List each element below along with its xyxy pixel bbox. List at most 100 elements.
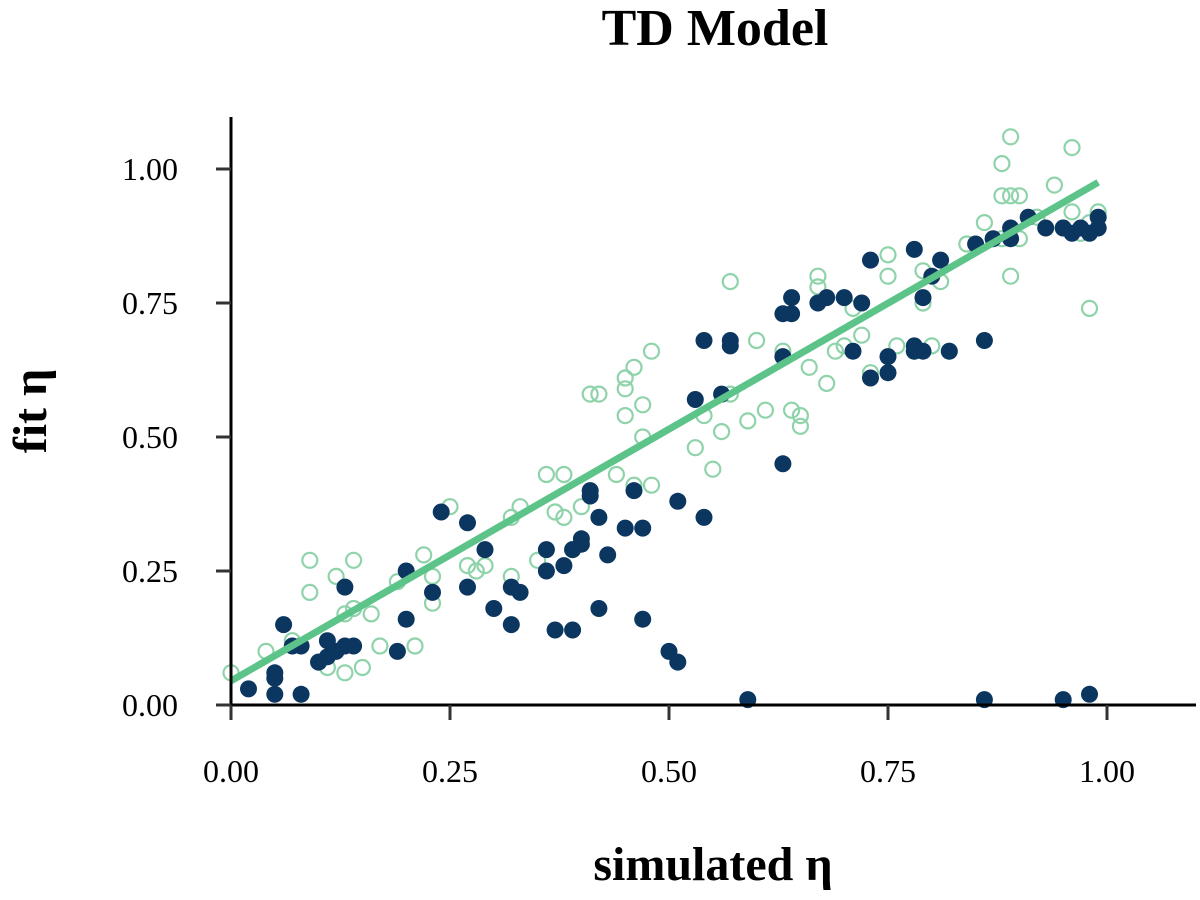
open-point <box>782 401 801 419</box>
filled-point <box>511 583 529 601</box>
open-point <box>327 567 345 586</box>
filled-point <box>572 535 590 553</box>
filled-point <box>774 455 792 473</box>
filled-point <box>1089 208 1107 226</box>
x-tick-label: 0.75 <box>860 753 916 789</box>
open-point <box>1001 128 1020 146</box>
filled-point <box>940 342 958 360</box>
filled-point <box>616 519 634 537</box>
open-point <box>791 417 810 435</box>
filled-point <box>266 685 284 703</box>
open-point <box>809 267 827 285</box>
open-point <box>1010 187 1029 205</box>
filled-point <box>292 685 310 703</box>
open-point <box>336 664 354 682</box>
filled-point <box>590 600 608 617</box>
open-point <box>353 658 371 677</box>
filled-point <box>669 492 687 510</box>
filled-point <box>555 557 573 575</box>
fit-line <box>229 179 1100 684</box>
open-point <box>642 476 661 494</box>
open-point <box>1001 187 1020 205</box>
filled-point <box>634 519 652 537</box>
filled-point <box>695 508 713 526</box>
filled-point <box>581 487 599 505</box>
open-point <box>415 546 433 564</box>
filled-point <box>914 289 932 307</box>
open-point <box>345 551 363 569</box>
filled-point <box>275 616 293 634</box>
filled-point <box>485 600 503 617</box>
open-point <box>879 246 897 264</box>
filled-point <box>266 669 284 687</box>
filled-point <box>853 294 871 312</box>
filled-point <box>240 680 257 698</box>
filled-point <box>397 610 415 628</box>
x-tick-label: 0.00 <box>203 753 259 789</box>
open-point <box>546 503 564 521</box>
open-point <box>581 385 599 403</box>
filled-point <box>783 305 801 323</box>
open-point <box>791 407 810 425</box>
open-point <box>301 551 319 569</box>
open-point <box>1063 139 1081 157</box>
y-tick-label: 0.50 <box>122 419 178 455</box>
x-tick-label: 0.25 <box>422 753 478 789</box>
open-point <box>756 401 775 419</box>
open-point <box>826 342 845 360</box>
open-point <box>607 465 626 484</box>
open-point <box>625 358 643 376</box>
filled-point <box>345 637 363 655</box>
open-point <box>642 342 661 360</box>
open-point <box>879 267 897 285</box>
filled-point <box>695 332 713 349</box>
filled-point <box>424 583 441 601</box>
open-point <box>555 508 573 527</box>
filled-point <box>721 332 739 349</box>
filled-point <box>388 642 406 660</box>
filled-point <box>783 289 801 307</box>
open-point <box>634 396 652 414</box>
filled-point <box>905 240 923 258</box>
filled-point <box>590 508 608 526</box>
filled-point <box>914 342 932 360</box>
filled-point <box>879 364 897 382</box>
filled-point <box>844 342 862 360</box>
filled-point <box>502 616 520 634</box>
open-point <box>747 331 766 350</box>
filled-point <box>669 653 687 671</box>
filled-point <box>564 621 582 639</box>
open-point <box>1001 267 1020 285</box>
open-point <box>1063 203 1081 221</box>
filled-point <box>835 289 853 307</box>
open-point <box>467 562 485 580</box>
filled-point <box>975 332 993 349</box>
filled-point <box>932 251 950 269</box>
open-point <box>809 278 827 296</box>
open-point <box>1045 176 1064 194</box>
filled-point <box>336 578 354 596</box>
open-point <box>528 551 547 569</box>
open-point <box>993 155 1011 173</box>
filled-point <box>862 369 879 387</box>
filled-point <box>599 546 617 564</box>
open-point <box>616 369 634 387</box>
filled-point <box>537 541 555 559</box>
filled-point <box>459 578 476 596</box>
filled-point <box>625 482 643 500</box>
open-point <box>616 380 634 398</box>
filled-point <box>818 289 836 307</box>
filled-point <box>459 514 476 532</box>
open-point <box>853 326 871 344</box>
filled-point <box>476 541 494 559</box>
open-point <box>975 214 994 232</box>
scatter-points <box>222 128 1107 709</box>
chart-title: TD Model <box>602 0 829 57</box>
open-point <box>993 187 1011 205</box>
y-tick-label: 1.00 <box>122 151 178 187</box>
x-axis-label: simulated η <box>593 838 832 891</box>
open-point <box>704 460 722 478</box>
y-tick-label: 0.75 <box>122 285 178 321</box>
open-point <box>458 556 477 575</box>
